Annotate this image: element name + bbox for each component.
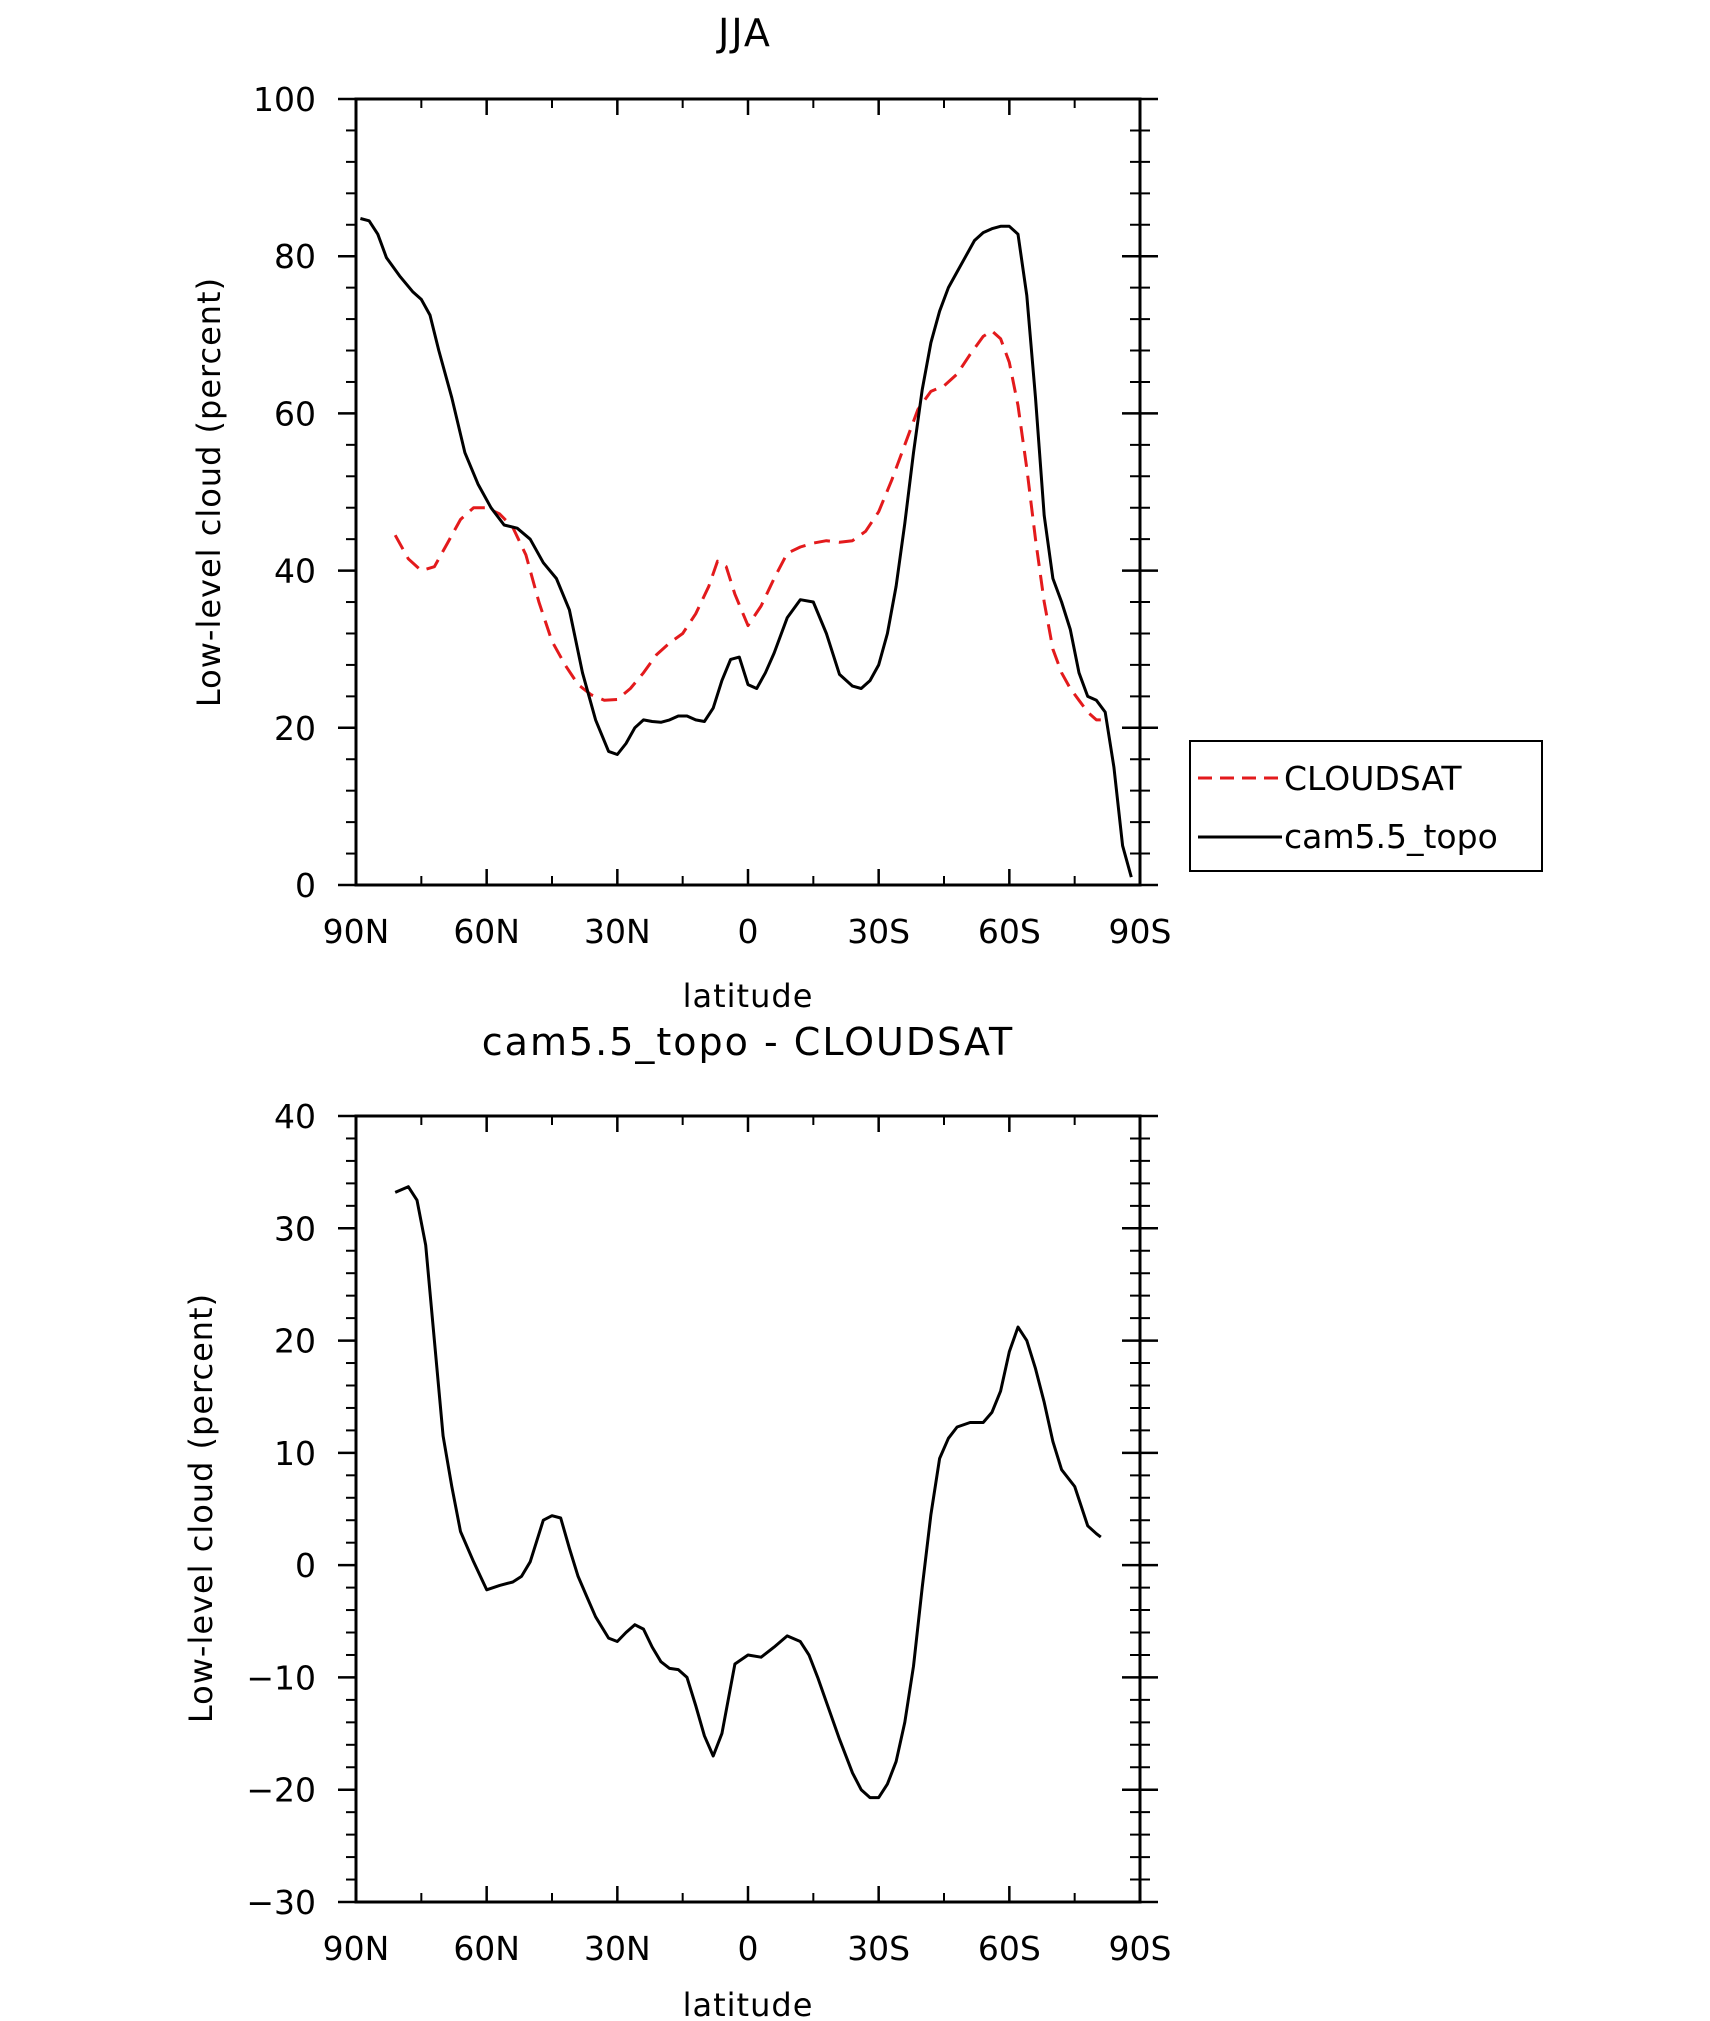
bottom-tick-labels: 90N 60N 30N 0 30S 60S 90S −30 −20 −10 0 10 20 30 40 [246, 1097, 1171, 1968]
legend: CLOUDSAT cam5.5_topo [1189, 740, 1543, 872]
series-line-cam5-5-topo [360, 217, 1133, 878]
top-panel-jja: JJA 90N 60N 30N 0 30S 60S 90S 0 20 40 60 80 100 lati… [190, 11, 1171, 1015]
y-tick-label: 20 [274, 709, 316, 748]
y-tick-label: 20 [274, 1322, 316, 1361]
y-tick-label: 80 [274, 237, 316, 276]
y-tick-label: 100 [253, 80, 316, 119]
x-tick-label: 0 [738, 912, 759, 951]
x-tick-label: 90S [1109, 1929, 1172, 1968]
y-tick-label: 0 [295, 1546, 316, 1585]
x-tick-label: 60S [978, 1929, 1041, 1968]
x-tick-label: 90S [1109, 912, 1172, 951]
bottom-ticks [338, 1114, 1158, 1904]
y-tick-label: 40 [274, 552, 316, 591]
top-tick-labels: 90N 60N 30N 0 30S 60S 90S 0 20 40 60 80 100 [253, 80, 1171, 951]
y-tick-label: 40 [274, 1097, 316, 1136]
y-tick-label: 30 [274, 1209, 316, 1248]
y-tick-label: 0 [295, 866, 316, 905]
y-tick-label: 60 [274, 394, 316, 433]
series-line-cloudsat [393, 329, 1101, 722]
x-tick-label: 0 [738, 1929, 759, 1968]
x-tick-label: 90N [323, 912, 390, 951]
y-tick-label: −10 [246, 1658, 316, 1697]
y-tick-label: −20 [246, 1771, 316, 1810]
legend-label-cloudsat: CLOUDSAT [1284, 759, 1462, 798]
top-panel-title: JJA [716, 11, 772, 55]
x-tick-label: 30S [847, 912, 910, 951]
legend-box [1189, 740, 1543, 872]
bottom-panel-title: cam5.5_topo - CLOUDSAT [482, 1020, 1014, 1064]
series-line-difference [394, 1185, 1102, 1800]
x-tick-label: 60S [978, 912, 1041, 951]
top-ticks [338, 97, 1158, 887]
bottom-lines [394, 1185, 1102, 1800]
top-lines [360, 217, 1133, 878]
top-x-axis-label: latitude [683, 977, 814, 1015]
x-tick-label: 30S [847, 1929, 910, 1968]
bottom-panel-difference: cam5.5_topo - CLOUDSAT 90N 60N 30N 0 30S 60S 9… [182, 1020, 1171, 2021]
bottom-plot-frame [354, 1114, 1142, 1904]
x-tick-label: 30N [584, 912, 651, 951]
x-tick-label: 60N [453, 1929, 520, 1968]
x-tick-label: 30N [584, 1929, 651, 1968]
bottom-x-axis-label: latitude [683, 1986, 814, 2021]
top-y-axis-label: Low-level cloud (percent) [190, 277, 228, 707]
x-tick-label: 60N [453, 912, 520, 951]
y-tick-label: 10 [274, 1434, 316, 1473]
y-tick-label: −30 [246, 1883, 316, 1922]
legend-label-cam: cam5.5_topo [1284, 817, 1498, 856]
bottom-y-axis-label: Low-level cloud (percent) [182, 1293, 220, 1723]
top-plot-frame [354, 97, 1142, 887]
x-tick-label: 90N [323, 1929, 390, 1968]
